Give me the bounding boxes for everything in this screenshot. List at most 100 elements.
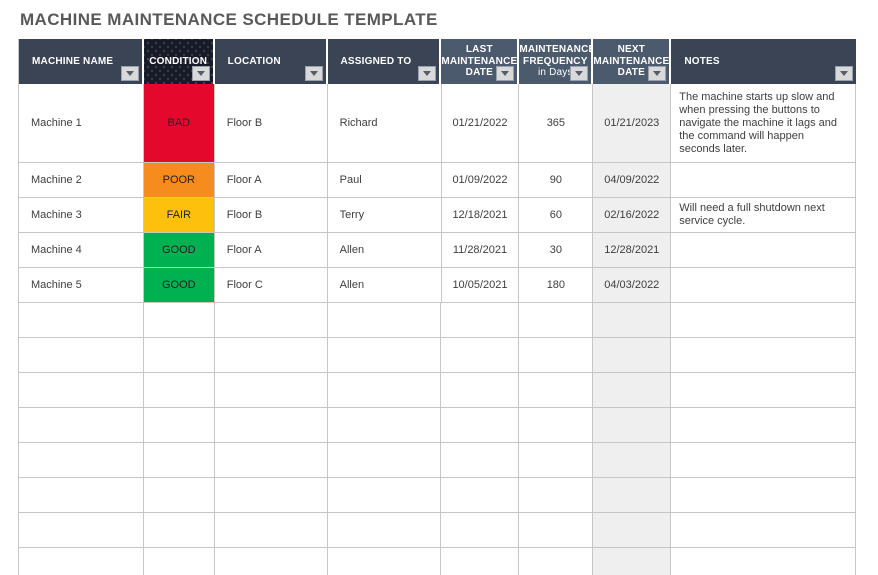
cell-assigned-to[interactable] bbox=[328, 373, 442, 407]
filter-button[interactable] bbox=[648, 66, 667, 81]
cell-last-maintenance-date[interactable] bbox=[441, 478, 520, 512]
cell-machine-name[interactable] bbox=[19, 478, 144, 512]
cell-maintenance-frequency[interactable] bbox=[519, 513, 594, 547]
cell-location[interactable]: Floor A bbox=[215, 163, 328, 197]
header-assigned-to[interactable]: ASSIGNED TO bbox=[327, 39, 442, 84]
cell-condition[interactable] bbox=[144, 478, 215, 512]
cell-next-maintenance-date[interactable]: 04/03/2022 bbox=[593, 268, 672, 302]
cell-maintenance-frequency[interactable] bbox=[519, 548, 594, 575]
cell-notes[interactable] bbox=[671, 338, 856, 372]
cell-notes[interactable] bbox=[671, 163, 857, 197]
cell-assigned-to[interactable] bbox=[328, 548, 442, 575]
cell-location[interactable] bbox=[215, 338, 328, 372]
filter-button[interactable] bbox=[496, 66, 515, 81]
cell-maintenance-frequency[interactable]: 30 bbox=[519, 233, 594, 267]
cell-condition[interactable]: POOR bbox=[143, 163, 215, 197]
cell-next-maintenance-date[interactable]: 04/09/2022 bbox=[593, 163, 672, 197]
cell-machine-name[interactable]: Machine 5 bbox=[19, 268, 144, 302]
cell-condition[interactable] bbox=[144, 548, 215, 575]
cell-notes[interactable] bbox=[671, 303, 856, 337]
cell-last-maintenance-date[interactable] bbox=[441, 443, 520, 477]
cell-assigned-to[interactable] bbox=[328, 478, 442, 512]
cell-location[interactable]: Floor B bbox=[215, 198, 328, 232]
header-condition[interactable]: CONDITION bbox=[143, 39, 215, 84]
cell-notes[interactable] bbox=[671, 478, 856, 512]
cell-machine-name[interactable] bbox=[19, 443, 144, 477]
cell-machine-name[interactable]: Machine 1 bbox=[19, 84, 144, 162]
cell-machine-name[interactable]: Machine 2 bbox=[19, 163, 144, 197]
cell-condition[interactable]: BAD bbox=[143, 84, 215, 162]
cell-location[interactable] bbox=[215, 548, 328, 575]
cell-condition[interactable] bbox=[144, 338, 215, 372]
header-last-maintenance-date[interactable]: LAST MAINTENANCE DATE bbox=[441, 39, 520, 84]
cell-assigned-to[interactable]: Allen bbox=[328, 233, 442, 267]
cell-location[interactable]: Floor C bbox=[215, 268, 328, 302]
cell-last-maintenance-date[interactable] bbox=[441, 303, 520, 337]
cell-machine-name[interactable] bbox=[19, 548, 144, 575]
cell-next-maintenance-date[interactable] bbox=[593, 548, 672, 575]
cell-assigned-to[interactable]: Richard bbox=[328, 84, 442, 162]
cell-notes[interactable]: The machine starts up slow and when pres… bbox=[671, 84, 857, 162]
cell-assigned-to[interactable] bbox=[328, 443, 442, 477]
filter-button[interactable] bbox=[191, 66, 210, 81]
cell-maintenance-frequency[interactable]: 60 bbox=[519, 198, 594, 232]
header-maintenance-frequency[interactable]: MAINTENANCE FREQUENCY in Days bbox=[519, 39, 595, 84]
cell-maintenance-frequency[interactable] bbox=[519, 373, 594, 407]
cell-notes[interactable] bbox=[671, 443, 856, 477]
filter-button[interactable] bbox=[835, 66, 853, 81]
cell-next-maintenance-date[interactable] bbox=[593, 303, 672, 337]
cell-location[interactable] bbox=[215, 373, 328, 407]
cell-condition[interactable] bbox=[144, 443, 215, 477]
cell-assigned-to[interactable] bbox=[328, 338, 442, 372]
cell-machine-name[interactable]: Machine 4 bbox=[19, 233, 144, 267]
cell-assigned-to[interactable] bbox=[328, 408, 442, 442]
cell-next-maintenance-date[interactable] bbox=[593, 408, 672, 442]
cell-maintenance-frequency[interactable] bbox=[519, 478, 594, 512]
cell-assigned-to[interactable]: Allen bbox=[328, 268, 442, 302]
cell-condition[interactable]: GOOD bbox=[143, 268, 215, 302]
cell-assigned-to[interactable]: Terry bbox=[328, 198, 442, 232]
cell-last-maintenance-date[interactable]: 10/05/2021 bbox=[442, 268, 520, 302]
cell-notes[interactable]: Will need a full shutdown next service c… bbox=[671, 198, 857, 232]
cell-last-maintenance-date[interactable] bbox=[441, 373, 520, 407]
cell-last-maintenance-date[interactable] bbox=[441, 513, 520, 547]
cell-maintenance-frequency[interactable]: 90 bbox=[519, 163, 594, 197]
cell-notes[interactable] bbox=[671, 373, 856, 407]
cell-maintenance-frequency[interactable] bbox=[519, 443, 594, 477]
cell-notes[interactable] bbox=[671, 268, 857, 302]
cell-location[interactable] bbox=[215, 513, 328, 547]
cell-location[interactable] bbox=[215, 303, 328, 337]
cell-condition[interactable] bbox=[144, 303, 215, 337]
cell-machine-name[interactable] bbox=[19, 303, 144, 337]
cell-last-maintenance-date[interactable]: 01/09/2022 bbox=[442, 163, 520, 197]
header-next-maintenance-date[interactable]: NEXT MAINTENANCE DATE bbox=[593, 39, 672, 84]
filter-button[interactable] bbox=[304, 66, 323, 81]
cell-assigned-to[interactable] bbox=[328, 303, 442, 337]
cell-location[interactable]: Floor B bbox=[215, 84, 328, 162]
cell-condition[interactable] bbox=[144, 373, 215, 407]
cell-location[interactable] bbox=[215, 408, 328, 442]
cell-condition[interactable] bbox=[144, 408, 215, 442]
cell-location[interactable] bbox=[215, 478, 328, 512]
cell-machine-name[interactable]: Machine 3 bbox=[19, 198, 144, 232]
cell-machine-name[interactable] bbox=[19, 513, 144, 547]
header-machine-name[interactable]: MACHINE NAME bbox=[19, 39, 144, 84]
cell-condition[interactable]: FAIR bbox=[143, 198, 215, 232]
cell-next-maintenance-date[interactable] bbox=[593, 513, 672, 547]
header-notes[interactable]: NOTES bbox=[671, 39, 856, 84]
cell-last-maintenance-date[interactable]: 11/28/2021 bbox=[442, 233, 520, 267]
cell-notes[interactable] bbox=[671, 548, 856, 575]
cell-next-maintenance-date[interactable]: 01/21/2023 bbox=[593, 84, 672, 162]
cell-maintenance-frequency[interactable]: 180 bbox=[519, 268, 594, 302]
cell-machine-name[interactable] bbox=[19, 373, 144, 407]
cell-next-maintenance-date[interactable] bbox=[593, 478, 672, 512]
header-location[interactable]: LOCATION bbox=[214, 39, 328, 84]
cell-last-maintenance-date[interactable] bbox=[441, 338, 520, 372]
cell-last-maintenance-date[interactable]: 01/21/2022 bbox=[442, 84, 520, 162]
filter-button[interactable] bbox=[570, 66, 589, 81]
cell-notes[interactable] bbox=[671, 513, 856, 547]
cell-location[interactable]: Floor A bbox=[215, 233, 328, 267]
cell-machine-name[interactable] bbox=[19, 408, 144, 442]
cell-next-maintenance-date[interactable] bbox=[593, 373, 672, 407]
cell-next-maintenance-date[interactable] bbox=[593, 338, 672, 372]
